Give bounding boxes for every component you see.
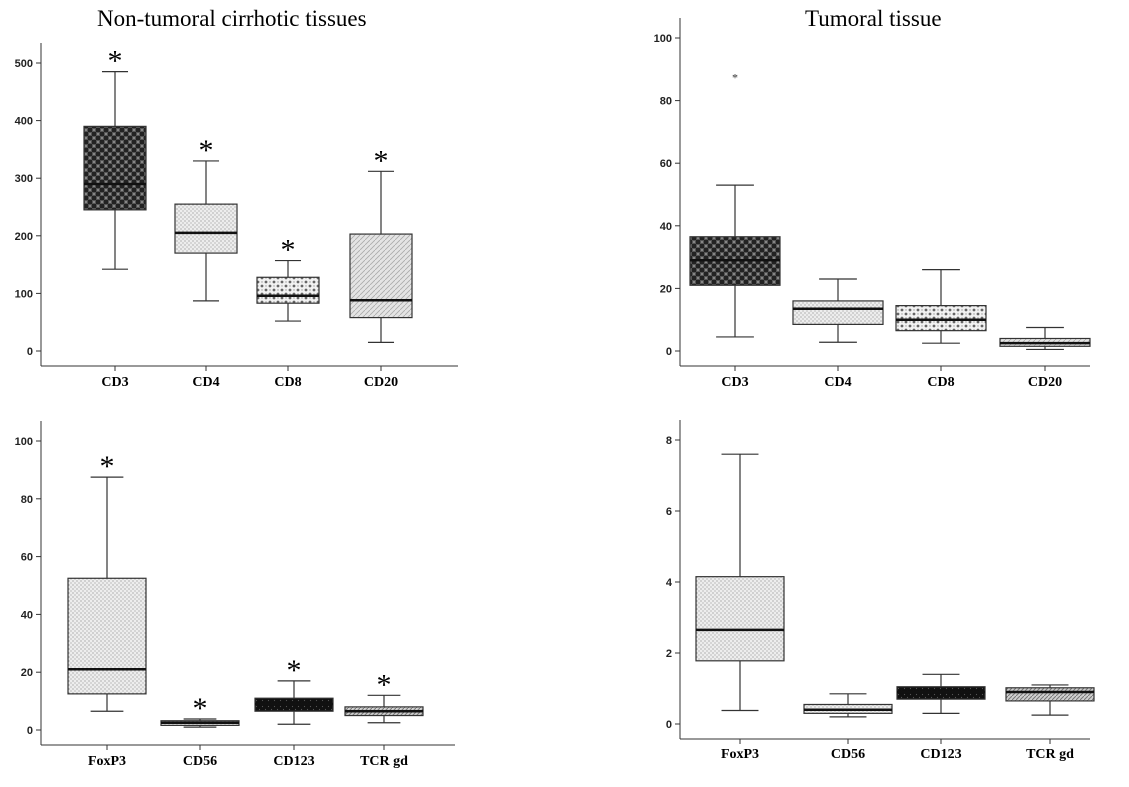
significance-marker: * [100,450,115,483]
x-category-label: CD56 [831,747,865,762]
y-tick-label: 20 [660,283,672,295]
y-tick-label: 60 [660,158,672,170]
box-iqr [83,125,147,211]
x-category-label: TCR gd [360,754,408,769]
significance-marker: * [108,45,123,78]
right-column-title: Tumoral tissue [805,6,942,31]
y-tick-label: 0 [666,719,672,731]
box-iqr [349,233,413,319]
x-category-label: CD8 [927,375,954,390]
significance-marker: * [377,668,392,701]
y-tick-label: 6 [666,506,672,518]
y-tick-label: 100 [15,436,33,448]
x-category-label: CD20 [364,375,398,390]
x-category-label: CD123 [920,747,961,762]
box-iqr [695,576,785,662]
x-category-label: CD8 [274,375,301,390]
y-tick-label: 0 [27,725,33,737]
significance-marker: * [193,692,208,725]
box-iqr [1005,687,1095,702]
y-tick-label: 40 [660,221,672,233]
significance-marker: * [281,234,296,267]
y-tick-label: 20 [21,667,33,679]
x-category-label: FoxP3 [88,754,126,769]
x-category-label: TCR gd [1026,747,1074,762]
y-tick-label: 400 [15,116,33,128]
y-tick-label: 100 [15,288,33,300]
outlier-marker: * [732,71,738,85]
x-category-label: CD3 [101,375,128,390]
x-category-label: FoxP3 [721,747,759,762]
significance-marker: * [199,134,214,167]
x-category-label: CD20 [1028,375,1062,390]
x-category-label: CD4 [192,375,219,390]
y-tick-label: 40 [21,609,33,621]
box-iqr [174,203,238,254]
y-tick-label: 4 [666,577,673,589]
y-tick-label: 60 [21,552,33,564]
x-category-label: CD56 [183,754,217,769]
y-tick-label: 300 [15,173,33,185]
box-iqr [67,577,147,695]
y-tick-label: 200 [15,231,33,243]
box-iqr [256,276,320,304]
left-column-title: Non-tumoral cirrhotic tissues [97,6,367,31]
x-category-label: CD3 [721,375,748,390]
box-iqr [792,300,884,325]
y-tick-label: 2 [666,648,672,660]
box-iqr [895,305,987,332]
y-tick-label: 100 [654,33,672,45]
y-tick-label: 80 [21,494,33,506]
y-tick-label: 0 [666,346,672,358]
significance-marker: * [287,654,302,687]
y-tick-label: 500 [15,58,33,70]
x-category-label: CD4 [824,375,851,390]
y-tick-label: 80 [660,96,672,108]
y-tick-label: 0 [27,346,33,358]
y-tick-label: 8 [666,435,672,447]
x-category-label: CD123 [273,754,314,769]
significance-marker: * [374,144,389,177]
